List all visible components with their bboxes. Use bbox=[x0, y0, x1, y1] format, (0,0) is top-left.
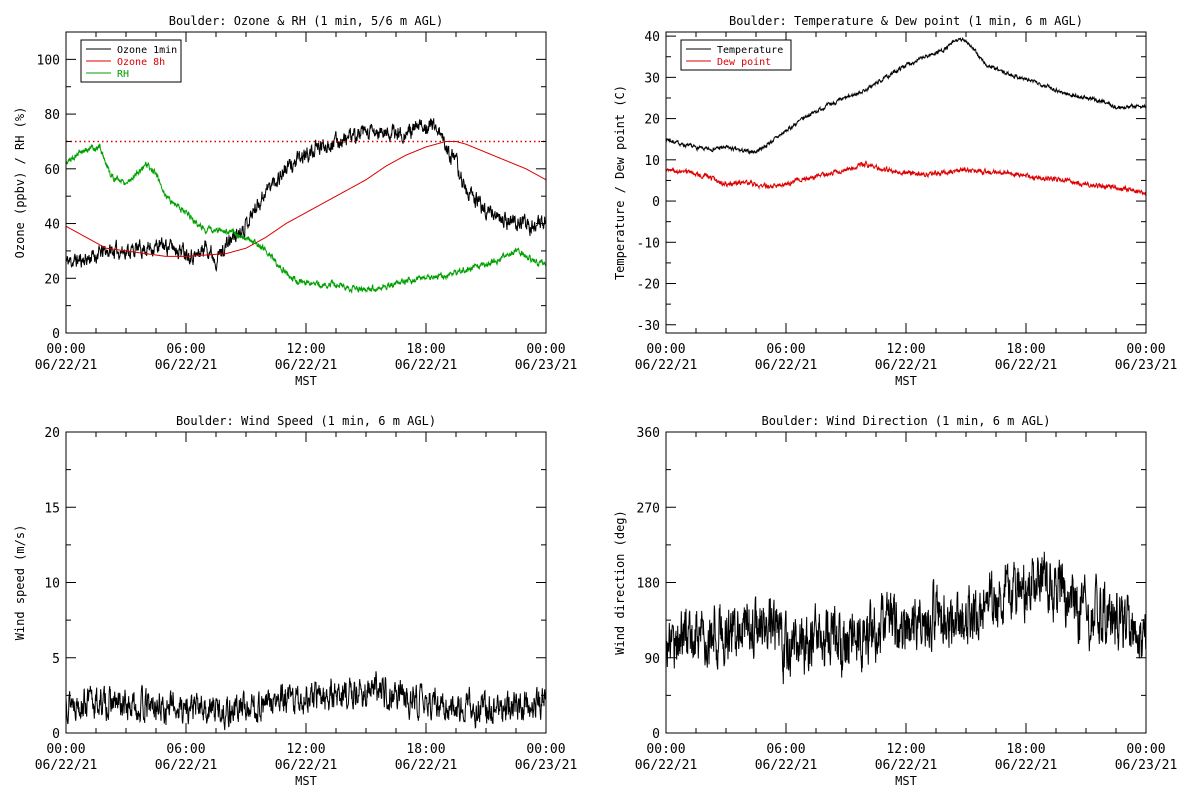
chart-ozone: Boulder: Ozone & RH (1 min, 5/6 m AGL)00… bbox=[13, 14, 577, 388]
x-tick-label-date: 06/22/21 bbox=[755, 358, 818, 373]
y-tick-label: 180 bbox=[637, 577, 660, 592]
y-tick-label: 20 bbox=[644, 113, 660, 128]
y-tick-label: 0 bbox=[652, 195, 660, 210]
x-tick-label-date: 06/22/21 bbox=[155, 358, 218, 373]
x-tick-label-time: 12:00 bbox=[286, 742, 325, 757]
x-tick-label-date: 06/22/21 bbox=[755, 758, 818, 773]
series-line-temperature bbox=[666, 36, 1146, 156]
chart-temp: Boulder: Temperature & Dew point (1 min,… bbox=[613, 14, 1177, 388]
y-tick-label: 5 bbox=[52, 652, 60, 667]
y-axis-label: Temperature / Dew point (C) bbox=[613, 85, 627, 280]
series-line-ozone-8h bbox=[66, 141, 546, 257]
x-tick-label-time: 18:00 bbox=[1006, 342, 1045, 357]
y-tick-label: 0 bbox=[52, 727, 60, 742]
chart-wspd: Boulder: Wind Speed (1 min, 6 m AGL) 00:0… bbox=[13, 414, 577, 788]
y-tick-label: 100 bbox=[37, 53, 60, 68]
y-axis-label: Wind speed (m/s) bbox=[13, 525, 27, 641]
y-tick-label: -30 bbox=[637, 319, 660, 334]
y-tick-label: 270 bbox=[637, 501, 660, 516]
series-line-ozone-1min bbox=[66, 118, 546, 272]
x-tick-label-time: 00:00 bbox=[1126, 742, 1165, 757]
x-tick-label-date: 06/23/21 bbox=[515, 358, 578, 373]
x-tick-label-date: 06/22/21 bbox=[275, 758, 338, 773]
x-tick-label-time: 12:00 bbox=[286, 342, 325, 357]
y-tick-label: 20 bbox=[44, 272, 60, 287]
x-tick-label-time: 06:00 bbox=[166, 742, 205, 757]
x-tick-label-date: 06/22/21 bbox=[35, 758, 98, 773]
y-tick-label: 80 bbox=[44, 108, 60, 123]
x-tick-label-date: 06/22/21 bbox=[395, 758, 458, 773]
y-tick-label: 40 bbox=[44, 218, 60, 233]
x-tick-label-date: 06/22/21 bbox=[635, 758, 698, 773]
legend-label: Ozone 1min bbox=[117, 45, 177, 56]
chart-wdir: Boulder: Wind Direction (1 min, 6 m AGL)… bbox=[613, 414, 1177, 788]
x-axis-label: MST bbox=[295, 774, 317, 788]
x-tick-label-time: 18:00 bbox=[1006, 742, 1045, 757]
series-line-wdir bbox=[666, 551, 1146, 685]
series-line-wspd bbox=[66, 671, 546, 731]
x-tick-label-time: 00:00 bbox=[46, 742, 85, 757]
x-tick-label-time: 00:00 bbox=[526, 342, 565, 357]
chart-title: Boulder: Wind Speed (1 min, 6 m AGL) bbox=[176, 414, 436, 428]
x-tick-label-date: 06/22/21 bbox=[155, 758, 218, 773]
legend-box bbox=[80, 39, 182, 83]
x-tick-label-time: 12:00 bbox=[886, 742, 925, 757]
x-tick-label-time: 18:00 bbox=[406, 742, 445, 757]
x-tick-label-date: 06/23/21 bbox=[515, 758, 578, 773]
x-axis-label: MST bbox=[295, 374, 317, 388]
y-tick-label: 0 bbox=[52, 327, 60, 342]
y-tick-label: 10 bbox=[44, 577, 60, 592]
y-tick-label: 20 bbox=[44, 426, 60, 441]
chart-title: Boulder: Temperature & Dew point (1 min,… bbox=[729, 14, 1083, 28]
x-tick-label-time: 12:00 bbox=[886, 342, 925, 357]
x-tick-label-time: 00:00 bbox=[1126, 342, 1165, 357]
chart-title: Boulder: Wind Direction (1 min, 6 m AGL) bbox=[762, 414, 1051, 428]
y-tick-label: -20 bbox=[637, 278, 660, 293]
legend-box bbox=[680, 39, 792, 71]
legend-label: Dew point bbox=[717, 57, 771, 68]
chart-title: Boulder: Ozone & RH (1 min, 5/6 m AGL) bbox=[169, 14, 444, 28]
x-tick-label-time: 00:00 bbox=[646, 342, 685, 357]
y-tick-label: 10 bbox=[644, 154, 660, 169]
x-tick-label-date: 06/22/21 bbox=[875, 358, 938, 373]
y-tick-label: 60 bbox=[44, 163, 60, 178]
x-tick-label-date: 06/22/21 bbox=[275, 358, 338, 373]
x-tick-label-date: 06/22/21 bbox=[875, 758, 938, 773]
x-tick-label-date: 06/23/21 bbox=[1115, 758, 1178, 773]
y-axis-label: Ozone (ppbv) / RH (%) bbox=[13, 107, 27, 259]
y-tick-label: 0 bbox=[652, 727, 660, 742]
x-tick-label-time: 06:00 bbox=[166, 342, 205, 357]
x-axis-label: MST bbox=[895, 374, 917, 388]
legend-label: Ozone 8h bbox=[117, 57, 165, 68]
y-axis-label: Wind direction (deg) bbox=[613, 510, 627, 655]
x-tick-label-time: 00:00 bbox=[646, 742, 685, 757]
x-tick-label-date: 06/22/21 bbox=[995, 758, 1058, 773]
x-tick-label-date: 06/22/21 bbox=[995, 358, 1058, 373]
x-tick-label-time: 06:00 bbox=[766, 342, 805, 357]
legend-label: RH bbox=[117, 69, 129, 80]
y-tick-label: -10 bbox=[637, 236, 660, 251]
x-tick-label-date: 06/22/21 bbox=[635, 358, 698, 373]
y-tick-label: 40 bbox=[644, 30, 660, 45]
x-tick-label-date: 06/23/21 bbox=[1115, 358, 1178, 373]
x-tick-label-time: 06:00 bbox=[766, 742, 805, 757]
x-tick-label-date: 06/22/21 bbox=[35, 358, 98, 373]
y-tick-label: 90 bbox=[644, 652, 660, 667]
x-axis-label: MST bbox=[895, 774, 917, 788]
y-tick-label: 30 bbox=[644, 71, 660, 86]
x-tick-label-time: 00:00 bbox=[46, 342, 85, 357]
x-tick-label-date: 06/22/21 bbox=[395, 358, 458, 373]
x-tick-label-time: 00:00 bbox=[526, 742, 565, 757]
y-tick-label: 15 bbox=[44, 501, 60, 516]
series-line-rh bbox=[66, 143, 546, 294]
x-tick-label-time: 18:00 bbox=[406, 342, 445, 357]
legend-label: Temperature bbox=[717, 45, 783, 56]
y-tick-label: 360 bbox=[637, 426, 660, 441]
plot-frame bbox=[665, 431, 1147, 734]
series-line-dew-point bbox=[666, 160, 1146, 196]
